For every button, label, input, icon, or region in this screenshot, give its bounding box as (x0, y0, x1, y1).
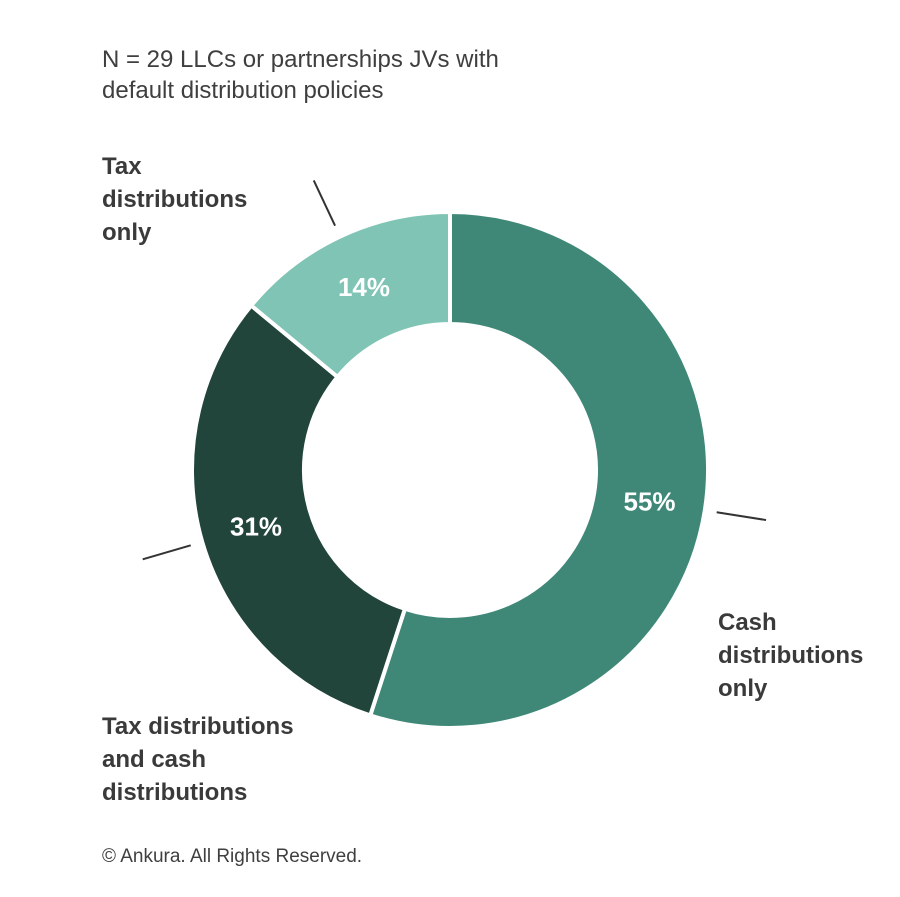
callout-cash-only-line-1: Cash (718, 609, 777, 636)
slice-value-label-2: 14% (338, 272, 390, 302)
callout-tax-only: Tax distributions only (102, 150, 247, 249)
callout-tax-only-line-3: only (102, 219, 152, 246)
leader-line-2 (312, 180, 336, 227)
donut-slice-2 (248, 209, 452, 380)
leader-lines (142, 180, 767, 561)
chart-title: N = 29 LLCs or partnerships JVs with def… (102, 44, 622, 106)
chart-title-line-2: default distribution policies (102, 77, 384, 104)
callout-cash-only-line-3: only (718, 675, 768, 702)
donut-slice-0 (367, 209, 710, 730)
donut-slices (190, 209, 710, 730)
callout-cash-only: Cash distributions only (718, 606, 863, 705)
donut-value-labels: 55% 31% 14% (230, 272, 676, 541)
slice-value-label-1: 31% (230, 511, 282, 541)
callout-tax-only-line-2: distributions (102, 186, 248, 213)
callout-tax-and-cash-line-1: Tax distributions (102, 713, 294, 740)
callout-cash-only-line-2: distributions (718, 642, 864, 669)
leader-line-0 (716, 511, 767, 522)
callout-tax-and-cash: Tax distributions and cash distributions (102, 710, 294, 809)
callout-tax-and-cash-line-3: distributions (102, 779, 248, 806)
chart-title-line-1: N = 29 LLCs or partnerships JVs with (102, 46, 499, 73)
slice-value-label-0: 55% (623, 487, 675, 517)
callout-tax-only-line-1: Tax (102, 153, 142, 180)
donut-slice-1 (190, 302, 408, 718)
callout-tax-and-cash-line-2: and cash (102, 746, 207, 773)
leader-line-1 (142, 544, 191, 561)
copyright-footer: © Ankura. All Rights Reserved. (102, 846, 363, 867)
